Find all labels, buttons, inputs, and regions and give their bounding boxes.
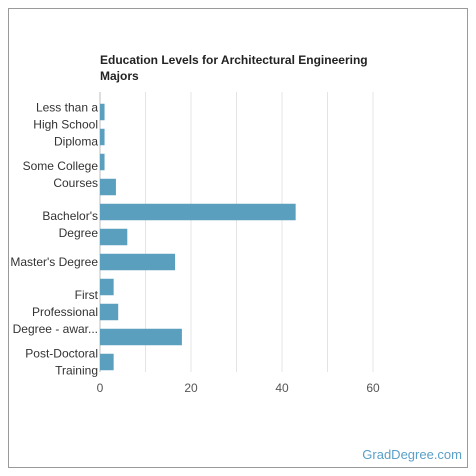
bar [100, 103, 105, 121]
bar [100, 178, 116, 196]
bar [100, 253, 176, 271]
category-label: Some College [23, 159, 99, 173]
x-tick-label: 0 [97, 381, 104, 395]
x-axis-ticks: 0 20 40 60 [97, 381, 380, 395]
category-label: High School [33, 118, 98, 132]
category-label: Professional [32, 305, 98, 319]
bar [100, 328, 182, 346]
category-label: Courses [53, 176, 98, 190]
category-label: Training [55, 364, 98, 378]
x-tick-label: 60 [366, 381, 380, 395]
bar [100, 128, 105, 146]
grid-lines [99, 92, 374, 372]
chart-title: Education Levels for Architectural Engin… [100, 53, 368, 83]
bars [100, 103, 296, 371]
category-label: Diploma [54, 135, 98, 149]
category-labels: Less than a High School Diploma Some Colleg… [10, 101, 98, 378]
category-label: Degree - awar... [13, 322, 98, 336]
category-label: Bachelor's [42, 209, 98, 223]
bar [100, 228, 128, 246]
bar [100, 203, 296, 221]
category-label: Degree [59, 226, 99, 240]
x-tick-label: 40 [275, 381, 289, 395]
bar [100, 303, 119, 321]
watermark: GradDegree.com [362, 447, 462, 462]
category-label: Less than a [36, 101, 98, 115]
chart-frame [8, 8, 468, 468]
category-label: Post-Doctoral [25, 347, 98, 361]
bar [100, 353, 114, 371]
bar [100, 278, 114, 296]
bar [100, 153, 105, 171]
x-tick-label: 20 [184, 381, 198, 395]
category-label: Master's Degree [10, 255, 98, 269]
category-label: First [75, 288, 99, 302]
